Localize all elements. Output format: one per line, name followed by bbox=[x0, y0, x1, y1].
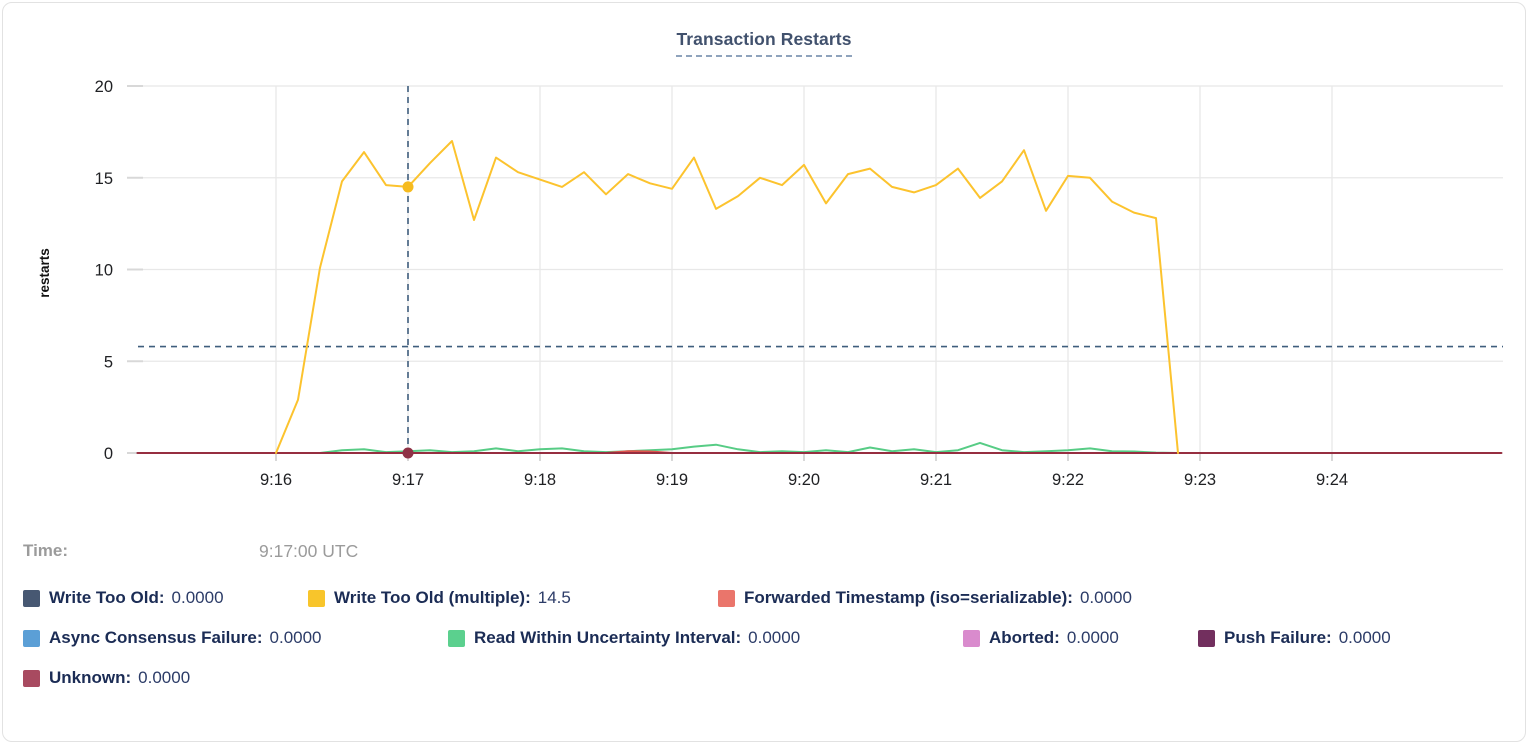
legend-item-async_consensus_failure[interactable]: Async Consensus Failure: 0.0000 bbox=[23, 628, 448, 648]
legend-value: 0.0000 bbox=[748, 628, 801, 647]
x-tick-label: 9:17 bbox=[392, 471, 424, 489]
legend-value: 0.0000 bbox=[1079, 588, 1132, 607]
legend-swatch-aborted bbox=[963, 629, 980, 647]
chart-legend: Write Too Old: 0.0000 Write Too Old (multi… bbox=[23, 588, 1511, 708]
chart-title-wrap: Transaction Restarts bbox=[3, 29, 1525, 57]
chart-title[interactable]: Transaction Restarts bbox=[676, 29, 852, 57]
legend-swatch-forwarded_timestamp bbox=[718, 589, 735, 607]
legend-value: 0.0000 bbox=[1066, 628, 1119, 647]
hover-time-row: Time: 9:17:00 UTC bbox=[23, 541, 1503, 565]
legend-value: 0.0000 bbox=[171, 588, 224, 607]
legend-swatch-unknown bbox=[23, 669, 40, 687]
y-tick-label: 5 bbox=[104, 353, 113, 371]
legend-item-read_within_uncertainty_interval[interactable]: Read Within Uncertainty Interval: 0.0000 bbox=[448, 628, 963, 648]
legend-item-push_failure[interactable]: Push Failure: 0.0000 bbox=[1198, 628, 1391, 648]
y-axis-label: restarts bbox=[37, 248, 52, 298]
legend-label: Read Within Uncertainty Interval: bbox=[474, 628, 742, 647]
x-tick-label: 9:20 bbox=[788, 471, 820, 489]
legend-label: Forwarded Timestamp (iso=serializable): bbox=[744, 588, 1073, 607]
transaction-restarts-chart[interactable]: 0 5 10 15 20 9:16 9:17 9:18 9:19 9:20 9:21 9:22 9:23… bbox=[3, 61, 1526, 513]
legend-swatch-read_within_uncertainty_interval bbox=[448, 629, 465, 647]
series-line-read_within_uncertainty_interval bbox=[319, 441, 1179, 454]
hover-dot-write_too_old_multiple bbox=[402, 181, 414, 193]
legend-label: Unknown: bbox=[49, 668, 132, 687]
x-tick-label: 9:18 bbox=[524, 471, 556, 489]
legend-row: Unknown: 0.0000 bbox=[23, 668, 1511, 688]
legend-swatch-async_consensus_failure bbox=[23, 629, 40, 647]
legend-label: Push Failure: bbox=[1224, 628, 1332, 647]
legend-label: Write Too Old (multiple): bbox=[334, 588, 531, 607]
x-tick-label: 9:22 bbox=[1052, 471, 1084, 489]
x-tick-label: 9:21 bbox=[920, 471, 952, 489]
hover-dot-unknown bbox=[402, 447, 414, 459]
y-tick-label: 20 bbox=[95, 78, 113, 96]
x-tick-label: 9:24 bbox=[1316, 471, 1348, 489]
legend-value: 0.0000 bbox=[269, 628, 322, 647]
legend-item-forwarded_timestamp[interactable]: Forwarded Timestamp (iso=serializable): 0… bbox=[718, 588, 1132, 608]
time-value: 9:17:00 UTC bbox=[259, 541, 359, 561]
legend-item-aborted[interactable]: Aborted: 0.0000 bbox=[963, 628, 1198, 648]
legend-swatch-write_too_old_multiple bbox=[308, 589, 325, 607]
legend-label: Aborted: bbox=[989, 628, 1060, 647]
series-line-write_too_old_multiple bbox=[275, 140, 1179, 454]
legend-row: Async Consensus Failure: 0.0000 Read Withi… bbox=[23, 628, 1511, 648]
x-tick-label: 9:16 bbox=[260, 471, 292, 489]
legend-value: 0.0000 bbox=[1338, 628, 1391, 647]
y-tick-label: 0 bbox=[104, 445, 113, 463]
legend-swatch-write_too_old bbox=[23, 589, 40, 607]
legend-label: Async Consensus Failure: bbox=[49, 628, 263, 647]
y-tick-label: 10 bbox=[95, 262, 113, 280]
y-tick-label: 15 bbox=[95, 170, 113, 188]
time-label: Time: bbox=[23, 541, 69, 560]
legend-label: Write Too Old: bbox=[49, 588, 165, 607]
x-tick-label: 9:23 bbox=[1184, 471, 1216, 489]
legend-item-unknown[interactable]: Unknown: 0.0000 bbox=[23, 668, 190, 688]
legend-item-write_too_old[interactable]: Write Too Old: 0.0000 bbox=[23, 588, 308, 608]
legend-row: Write Too Old: 0.0000 Write Too Old (multi… bbox=[23, 588, 1511, 608]
legend-value: 0.0000 bbox=[138, 668, 191, 687]
legend-value: 14.5 bbox=[537, 588, 571, 607]
x-tick-label: 9:19 bbox=[656, 471, 688, 489]
legend-swatch-push_failure bbox=[1198, 629, 1215, 647]
legend-item-write_too_old_multiple[interactable]: Write Too Old (multiple): 14.5 bbox=[308, 588, 718, 608]
